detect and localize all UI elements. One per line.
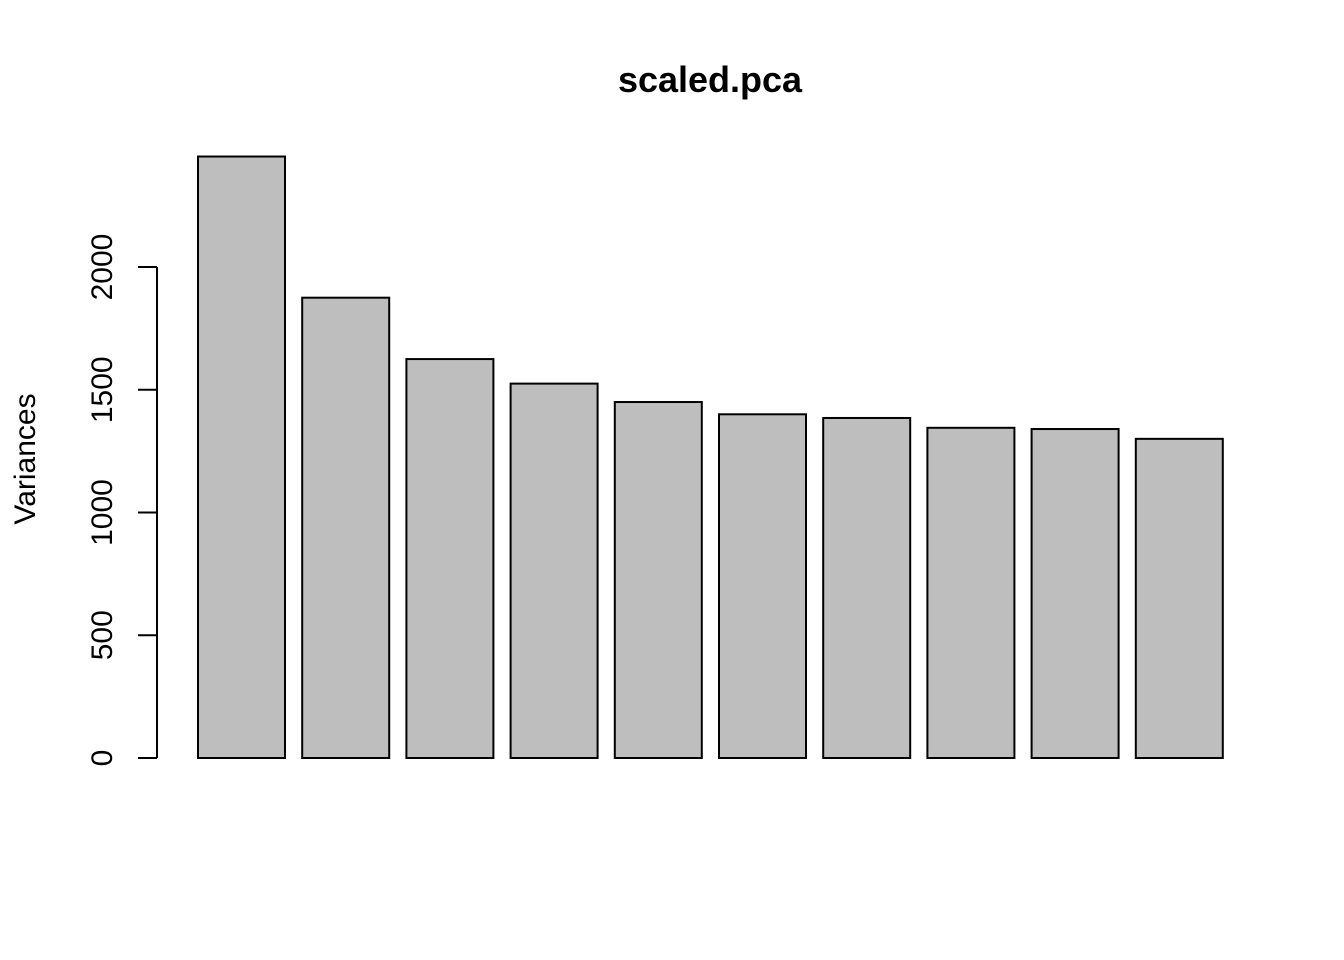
bar-5 xyxy=(613,401,703,759)
bar-8 xyxy=(926,426,1016,759)
bar-1 xyxy=(197,155,286,759)
y-tick-label: 0 xyxy=(86,750,119,767)
y-tick-label: 1000 xyxy=(86,479,119,546)
bar-3 xyxy=(405,358,495,759)
y-tick-label: 500 xyxy=(86,610,119,660)
bar-9 xyxy=(1030,428,1120,759)
y-axis-label: Variances xyxy=(9,393,42,524)
bar-2 xyxy=(301,296,391,759)
chart-title: scaled.pca xyxy=(618,59,803,100)
bar-4 xyxy=(509,382,599,759)
bars-group xyxy=(197,155,1224,759)
bar-7 xyxy=(822,416,912,759)
y-tick-label: 2000 xyxy=(86,234,119,301)
y-axis: 0 500 1000 1500 2000 xyxy=(86,234,158,767)
bar-6 xyxy=(718,413,807,759)
bar-10 xyxy=(1134,437,1224,759)
y-tick-label: 1500 xyxy=(86,356,119,423)
